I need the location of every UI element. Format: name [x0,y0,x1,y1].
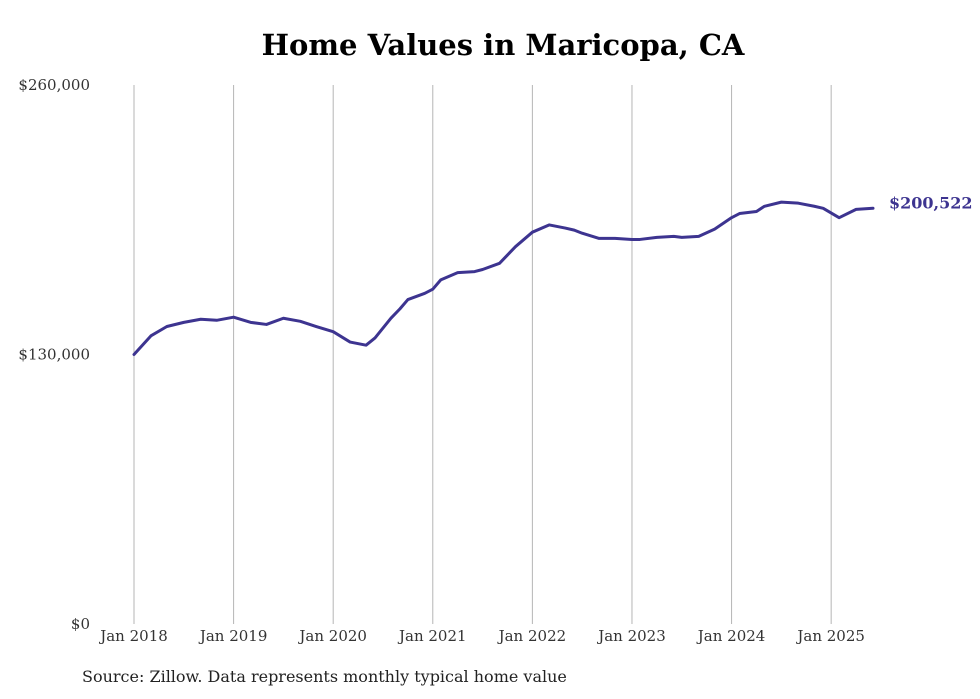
x-tick-label: Jan 2024 [696,627,766,645]
y-tick-label: $0 [71,615,90,633]
chart-title: Home Values in Maricopa, CA [261,28,745,62]
series-group [132,200,875,356]
x-tick-label: Jan 2020 [297,627,367,645]
x-tick-label: Jan 2021 [397,627,467,645]
source-note: Source: Zillow. Data represents monthly … [82,667,567,686]
x-tick-label: Jan 2019 [198,627,268,645]
x-tick-label: Jan 2018 [98,627,168,645]
x-tick-label: Jan 2023 [596,627,666,645]
end-value-label-group: $200,522 [889,193,973,212]
end-value-label: $200,522 [889,193,973,212]
x-tick-label: Jan 2025 [795,627,865,645]
x-tick-label: Jan 2022 [497,627,567,645]
y-tick-label: $260,000 [18,76,90,94]
series-line [132,200,875,356]
x-axis-ticks: Jan 2018 Jan 2019 Jan 2020 Jan 2021 Jan 2022… [98,627,865,645]
y-axis-ticks: $260,000 $130,000 $0 [18,76,90,633]
grid-lines [133,85,832,624]
y-tick-label: $130,000 [18,346,90,364]
